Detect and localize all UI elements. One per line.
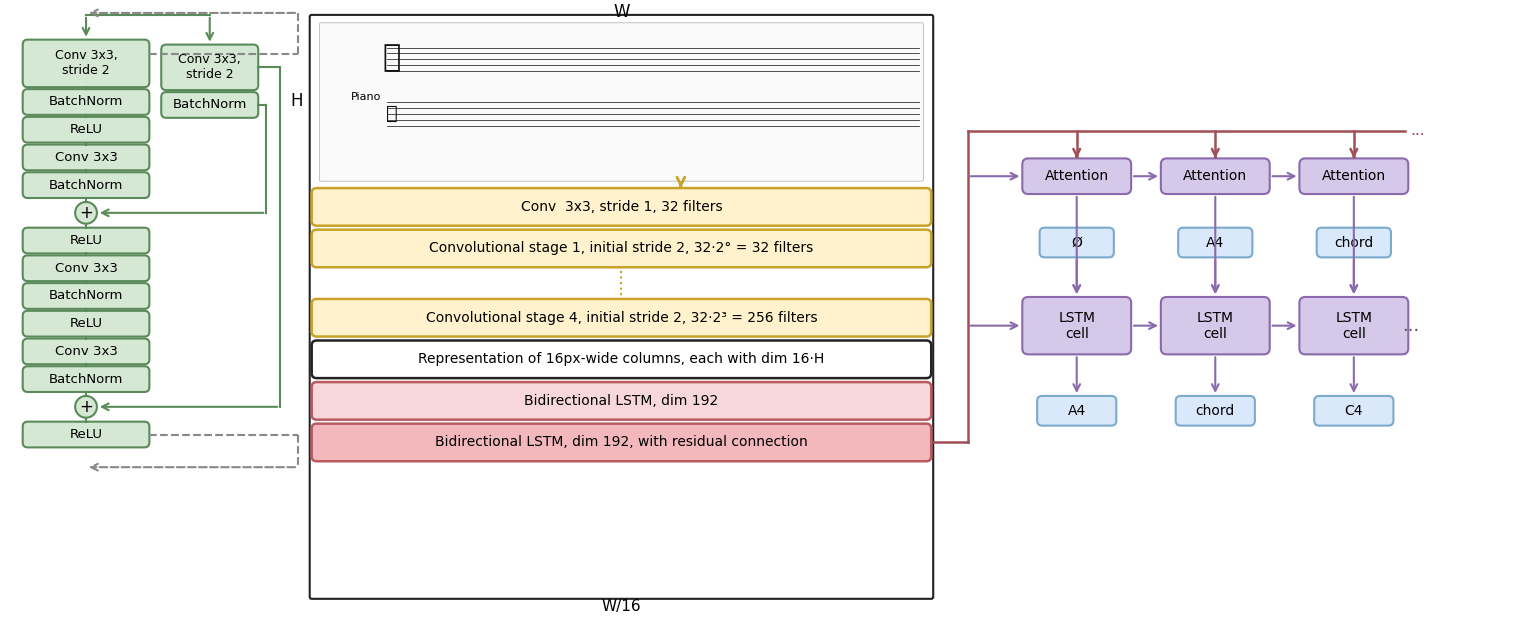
- FancyBboxPatch shape: [1023, 297, 1131, 355]
- Text: ReLU: ReLU: [70, 428, 102, 441]
- Text: Conv 3x3,
stride 2: Conv 3x3, stride 2: [55, 50, 117, 78]
- FancyBboxPatch shape: [1300, 297, 1408, 355]
- FancyBboxPatch shape: [320, 23, 924, 181]
- Text: +: +: [79, 398, 93, 416]
- FancyBboxPatch shape: [1314, 396, 1393, 425]
- FancyBboxPatch shape: [1039, 228, 1114, 257]
- Text: Representation of 16px-wide columns, each with dim 16·H: Representation of 16px-wide columns, eac…: [419, 352, 824, 366]
- FancyBboxPatch shape: [23, 144, 149, 170]
- Text: BatchNorm: BatchNorm: [49, 290, 123, 303]
- FancyBboxPatch shape: [23, 117, 149, 143]
- FancyBboxPatch shape: [312, 188, 931, 226]
- Text: Conv 3x3: Conv 3x3: [55, 262, 117, 275]
- Circle shape: [75, 396, 98, 418]
- Text: A4: A4: [1205, 236, 1224, 249]
- Text: Conv 3x3: Conv 3x3: [55, 345, 117, 358]
- FancyBboxPatch shape: [312, 423, 931, 461]
- FancyBboxPatch shape: [1161, 158, 1269, 194]
- FancyBboxPatch shape: [312, 299, 931, 337]
- Text: Convolutional stage 1, initial stride 2, 32·2° = 32 filters: Convolutional stage 1, initial stride 2,…: [430, 241, 814, 255]
- FancyBboxPatch shape: [1317, 228, 1391, 257]
- Text: W: W: [613, 3, 629, 21]
- Text: W/16: W/16: [602, 600, 642, 614]
- FancyBboxPatch shape: [162, 45, 258, 90]
- Text: LSTM
cell: LSTM cell: [1335, 311, 1372, 341]
- Text: LSTM
cell: LSTM cell: [1196, 311, 1234, 341]
- FancyBboxPatch shape: [1175, 396, 1254, 425]
- Text: H: H: [291, 92, 303, 110]
- FancyBboxPatch shape: [162, 92, 258, 118]
- Text: +: +: [79, 204, 93, 222]
- Text: BatchNorm: BatchNorm: [49, 179, 123, 192]
- FancyBboxPatch shape: [1023, 158, 1131, 194]
- FancyBboxPatch shape: [23, 40, 149, 87]
- Text: chord: chord: [1196, 404, 1234, 418]
- Text: BatchNorm: BatchNorm: [49, 373, 123, 386]
- FancyBboxPatch shape: [23, 255, 149, 281]
- Text: Convolutional stage 4, initial stride 2, 32·2³ = 256 filters: Convolutional stage 4, initial stride 2,…: [425, 311, 817, 325]
- FancyBboxPatch shape: [23, 366, 149, 392]
- FancyBboxPatch shape: [312, 229, 931, 267]
- Text: Conv  3x3, stride 1, 32 filters: Conv 3x3, stride 1, 32 filters: [521, 200, 722, 214]
- FancyBboxPatch shape: [1300, 158, 1408, 194]
- FancyBboxPatch shape: [23, 283, 149, 309]
- Text: 𝄞: 𝄞: [383, 43, 401, 72]
- Text: C4: C4: [1344, 404, 1362, 418]
- Text: Bidirectional LSTM, dim 192: Bidirectional LSTM, dim 192: [524, 394, 719, 408]
- FancyBboxPatch shape: [23, 422, 149, 448]
- Text: A4: A4: [1068, 404, 1085, 418]
- Text: ReLU: ReLU: [70, 317, 102, 330]
- Circle shape: [75, 202, 98, 224]
- Text: BatchNorm: BatchNorm: [49, 95, 123, 108]
- Text: Attention: Attention: [1044, 169, 1109, 184]
- Text: Ø: Ø: [1071, 236, 1082, 249]
- Text: Conv 3x3: Conv 3x3: [55, 151, 117, 164]
- FancyBboxPatch shape: [309, 15, 933, 599]
- FancyBboxPatch shape: [312, 382, 931, 420]
- Text: LSTM
cell: LSTM cell: [1058, 311, 1096, 341]
- Text: ...: ...: [1402, 317, 1419, 335]
- FancyBboxPatch shape: [23, 228, 149, 254]
- FancyBboxPatch shape: [23, 172, 149, 198]
- FancyBboxPatch shape: [1161, 297, 1269, 355]
- FancyBboxPatch shape: [1038, 396, 1116, 425]
- Text: BatchNorm: BatchNorm: [172, 99, 247, 112]
- Text: Piano: Piano: [351, 92, 381, 102]
- Text: Attention: Attention: [1183, 169, 1247, 184]
- Text: ReLU: ReLU: [70, 234, 102, 247]
- Text: ...: ...: [1410, 123, 1425, 138]
- Text: chord: chord: [1334, 236, 1373, 249]
- FancyBboxPatch shape: [312, 340, 931, 378]
- Text: Attention: Attention: [1321, 169, 1385, 184]
- FancyBboxPatch shape: [23, 89, 149, 115]
- Text: 𝄢: 𝄢: [386, 104, 398, 123]
- FancyBboxPatch shape: [23, 339, 149, 365]
- Text: ReLU: ReLU: [70, 123, 102, 136]
- Text: Conv 3x3,
stride 2: Conv 3x3, stride 2: [178, 53, 241, 81]
- FancyBboxPatch shape: [23, 311, 149, 337]
- FancyBboxPatch shape: [1178, 228, 1253, 257]
- Text: Bidirectional LSTM, dim 192, with residual connection: Bidirectional LSTM, dim 192, with residu…: [434, 435, 808, 449]
